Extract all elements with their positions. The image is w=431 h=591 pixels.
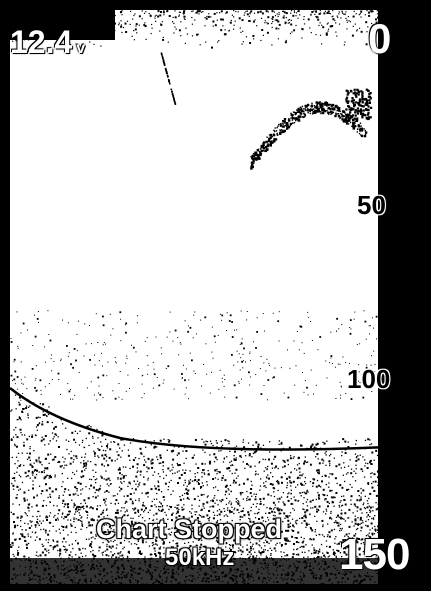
fish-arch-echo: [160, 52, 373, 170]
depth-label-top: 0: [368, 15, 391, 62]
depth-label-mid2: 100: [347, 364, 391, 394]
thermocline-echo: [10, 310, 388, 401]
depth-label-mid1: 50: [357, 190, 386, 220]
surface-clutter: [10, 10, 388, 49]
frequency-readout: 50kHz: [165, 544, 235, 571]
voltage-value: 12.4: [10, 24, 73, 60]
depth-scale-bar: [378, 0, 431, 591]
chart-status-text: Chart Stopped: [96, 514, 282, 544]
depth-label-bottom: 150: [339, 530, 410, 579]
battery-voltage-readout: 12.4 v: [10, 26, 85, 58]
bottom-contour-line: [10, 387, 388, 451]
voltage-unit: v: [76, 40, 86, 57]
sonar-echo-canvas: [10, 10, 388, 584]
sonar-history-display: [10, 10, 388, 584]
